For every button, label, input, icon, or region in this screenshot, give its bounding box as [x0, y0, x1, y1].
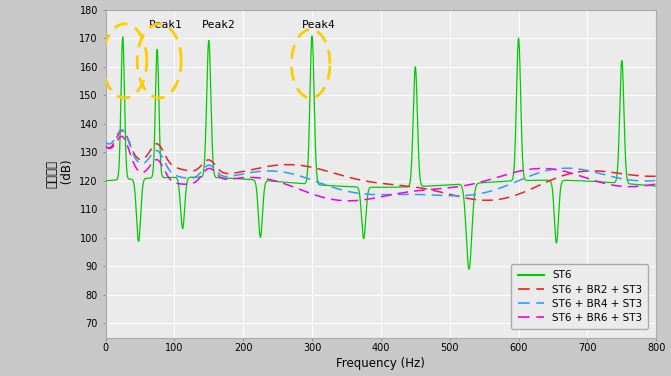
Legend: ST6, ST6 + BR2 + ST3, ST6 + BR4 + ST3, ST6 + BR6 + ST3: ST6, ST6 + BR2 + ST3, ST6 + BR4 + ST3, S… — [511, 264, 648, 329]
Y-axis label: 전달함수
 (dB): 전달함수 (dB) — [46, 159, 74, 188]
Text: Peak2: Peak2 — [202, 20, 236, 30]
Text: Peak1: Peak1 — [149, 20, 183, 30]
X-axis label: Frequency (Hz): Frequency (Hz) — [336, 358, 425, 370]
Text: Peak4: Peak4 — [302, 20, 336, 30]
